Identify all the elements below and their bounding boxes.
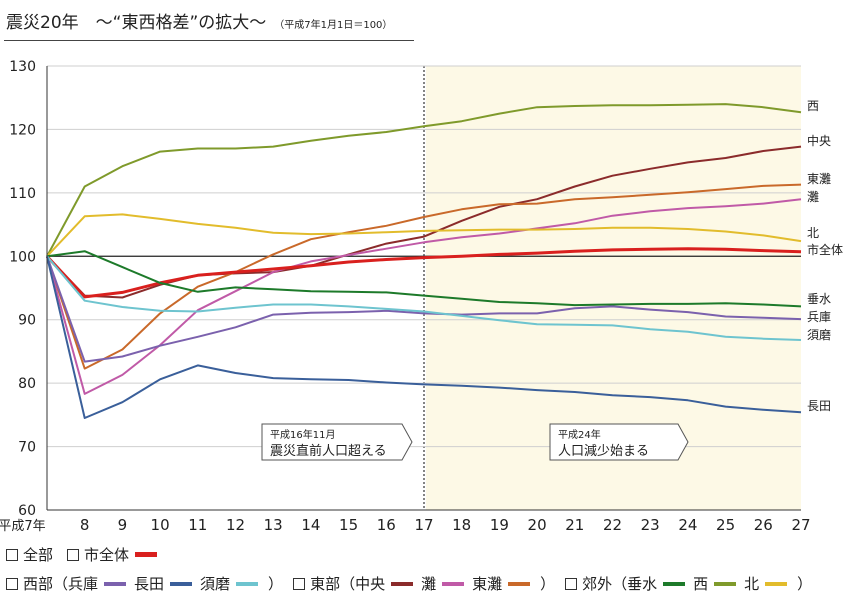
x-tick-label: 8 [80,516,90,534]
y-tick-label: 80 [18,376,36,392]
legend-swatch-nishi [714,581,737,586]
title-text: 震災20年 ～“東西格差”の拡大～ [6,13,267,33]
series-end-label: 西 [807,99,819,113]
x-tick-label: 平成7年 [0,519,46,534]
annotation-line1: 平成16年11月 [270,428,335,441]
x-tick-label: 20 [528,516,547,534]
legend-swatch-hyogo [104,581,127,586]
series-end-label: 灘 [807,190,819,204]
legend-west-label: 西部（兵庫 [23,575,99,593]
legend-swatch-tarumi [663,581,686,586]
series-end-label: 長田 [807,399,831,413]
y-tick-label: 110 [9,186,36,202]
chart-subtitle: （平成7年1月1日＝100） [274,20,393,31]
legend-swatch-city [135,552,158,557]
series-end-label: 兵庫 [807,310,831,324]
x-tick-label: 17 [414,516,433,534]
legend-swatch-nada [442,581,465,586]
annotation-box [549,423,689,461]
series-end-label: 市全体 [807,242,843,257]
x-tick-label: 9 [118,516,128,534]
series-line [46,198,802,395]
legend-row-2: 西部（兵庫 長田 須磨 ） 東部（中央 灘 東灘 ） 郊外（垂水 西 北 ） [6,573,814,594]
x-tick-label: 12 [226,516,245,534]
legend-swatch-kita [765,581,788,586]
x-tick-label: 18 [452,516,471,534]
x-tick-label: 23 [641,516,660,534]
legend-nagata-label: 長田 [134,575,165,593]
series-line [46,183,802,370]
legend-all-label: 全部 [23,546,54,564]
series-line [46,255,802,363]
annotation-line2: 人口減少始まる [558,443,649,459]
x-tick-label: 21 [565,516,584,534]
legend-swatch-higashinada [508,581,531,586]
series-line [46,103,802,257]
checkbox-suburb[interactable] [565,577,578,590]
x-tick-label: 16 [377,516,396,534]
y-tick-label: 130 [9,59,36,75]
x-tick-label: 25 [716,516,735,534]
series-end-label: 須磨 [807,328,831,342]
title-bar: 震災20年 ～“東西格差”の拡大～ （平成7年1月1日＝100） [4,4,414,41]
legend-swatch-chuo [391,581,414,586]
series-end-label: 北 [807,226,819,240]
legend-nada-label: 灘 [421,575,437,593]
series-line [46,255,802,341]
x-tick-label: 26 [754,516,773,534]
y-tick-label: 70 [18,440,36,456]
y-tick-label: 100 [9,249,36,265]
legend-kita-label: 北 [744,575,760,593]
x-tick-label: 10 [151,516,170,534]
x-tick-label: 19 [490,516,509,534]
x-tick-label: 15 [339,516,358,534]
x-tick-label: 24 [678,516,697,534]
annotation-line2: 震災直前人口超える [270,443,387,459]
series-end-label: 東灘 [807,172,831,186]
chart-title: 震災20年 ～“東西格差”の拡大～ （平成7年1月1日＝100） [6,8,392,33]
series-line [45,247,802,299]
checkbox-all[interactable] [6,548,18,561]
series-end-label: 垂水 [807,292,831,306]
legend-east-close: ） [540,575,556,593]
legend-swatch-nagata [170,581,193,586]
x-tick-label: 14 [301,516,320,534]
y-tick-label: 120 [9,122,36,138]
x-tick-label: 11 [188,516,207,534]
y-tick-label: 60 [18,503,36,519]
series-line [46,213,802,257]
x-tick-label: 22 [603,516,622,534]
legend-nishi-label: 西 [693,575,709,593]
checkbox-east[interactable] [293,577,306,590]
checkbox-west[interactable] [6,577,18,590]
series-end-label: 中央 [807,133,831,148]
annotation-box [261,423,413,461]
x-tick-label: 13 [264,516,283,534]
legend-suma-label: 須磨 [200,575,231,593]
annotation-line1: 平成24年 [558,428,601,441]
legend-swatch-suma [236,581,259,586]
series-line [46,256,802,419]
legend-higashinada-label: 東灘 [472,575,503,593]
legend-suburb-label: 郊外（垂水 [582,575,658,593]
legend-east-label: 東部（中央 [310,575,386,593]
legend-suburb-close: ） [797,575,813,593]
series-line [46,250,802,308]
legend-row-1: 全部 市全体 [6,544,165,565]
legend-west-close: ） [268,575,284,593]
x-tick-label: 27 [791,516,810,534]
checkbox-city[interactable] [67,548,80,561]
legend-city-label: 市全体 [84,546,130,564]
y-tick-label: 90 [18,313,36,329]
